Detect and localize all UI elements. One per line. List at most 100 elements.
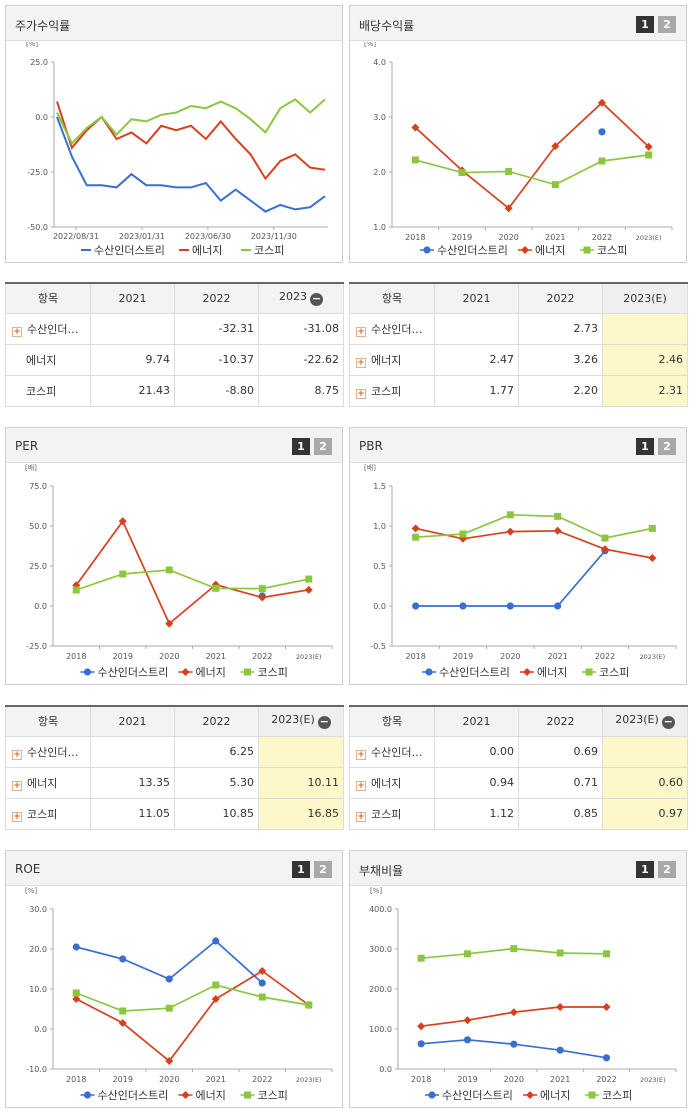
column-header-label: 2023(E) <box>271 713 315 727</box>
row-label-text: 코스피 <box>26 384 57 398</box>
x-tick-label: 2018 <box>411 1075 431 1084</box>
unit-label: [%] <box>25 887 37 895</box>
legend-label: 에너지 <box>537 666 567 679</box>
chart-button-2[interactable]: 2 <box>658 438 676 455</box>
y-tick-label: 30.0 <box>29 905 47 914</box>
column-header: 항목 <box>5 282 91 314</box>
y-tick-label: -50.0 <box>27 223 48 232</box>
legend-label: 코스피 <box>599 666 629 679</box>
x-tick-label: 2022 <box>596 1075 616 1084</box>
per-panel: PER 1 2 [배] 75.0 50.0 25.0 0.0 -25.0 2018 2019 2… <box>5 427 343 685</box>
chart-toggle: 1 2 <box>292 438 332 455</box>
chart-button-2[interactable]: 2 <box>658 16 676 33</box>
table-cell: -22.62 <box>258 343 344 376</box>
column-header: 항목 <box>349 705 435 737</box>
dividend-yield-chart: [%] 4.0 3.0 2.0 1.0 2018 2019 2020 2021 2022 2023(… <box>364 42 673 257</box>
data-point <box>459 530 467 538</box>
per-table: 항목 2021 2022 2023(E) − + 수산인더… 6.25 + 에너지 13.35 5.3… <box>5 705 344 830</box>
chart-button-1[interactable]: 1 <box>292 861 310 878</box>
data-point <box>602 1003 611 1011</box>
column-header: 2023(E) − <box>258 705 344 737</box>
expand-icon[interactable]: + <box>12 326 22 337</box>
data-point <box>244 668 251 676</box>
table-cell: -10.37 <box>174 343 259 376</box>
data-point <box>602 1054 611 1062</box>
table-cell: 11.05 <box>90 797 175 830</box>
debt-ratio-chart: [%] 400.0 300.0 200.0 100.0 0.0 2018 2019 2020 20… <box>369 887 677 1102</box>
table-cell <box>90 312 175 345</box>
row-label-text: 에너지 <box>371 353 402 367</box>
expand-icon[interactable]: + <box>12 811 22 822</box>
chart-toggle: 1 2 <box>636 861 676 878</box>
expand-icon[interactable]: + <box>356 326 366 337</box>
pbr-table: 항목 2021 2022 2023(E) − + 수산인더… 0.00 0.69 + 에너지 0.94… <box>349 705 688 830</box>
x-tick-label: 2018 <box>66 1075 86 1084</box>
data-point <box>554 512 562 520</box>
expand-icon[interactable]: + <box>12 749 22 760</box>
chart-button-1[interactable]: 1 <box>636 861 654 878</box>
data-point <box>412 533 420 541</box>
expand-icon[interactable]: + <box>356 388 366 399</box>
legend-label: 코스피 <box>258 1089 288 1102</box>
chart-button-2[interactable]: 2 <box>658 861 676 878</box>
unit-label: [%] <box>364 42 376 48</box>
panel-header: 부채비율 1 2 <box>350 851 686 886</box>
collapse-icon[interactable]: − <box>317 715 331 730</box>
data-point <box>165 566 173 574</box>
table-row: + 에너지 13.35 5.30 10.11 <box>5 766 344 799</box>
expand-icon[interactable]: + <box>356 357 366 368</box>
chart-button-2[interactable]: 2 <box>314 438 332 455</box>
data-point <box>211 995 220 1003</box>
data-point <box>523 668 531 676</box>
table-cell: 5.30 <box>174 766 259 799</box>
table-cell: 0.71 <box>518 766 603 799</box>
table-row: + 코스피 1.77 2.20 2.31 <box>349 374 688 407</box>
data-point <box>258 593 267 602</box>
chart-button-1[interactable]: 1 <box>292 438 310 455</box>
collapse-icon[interactable]: − <box>661 715 675 730</box>
x-tick-label: 2023(E) <box>640 1076 666 1084</box>
column-header: 2022 <box>174 705 259 737</box>
y-tick-label: 50.0 <box>29 522 47 531</box>
column-header: 항목 <box>349 282 435 314</box>
expand-icon[interactable]: + <box>356 811 366 822</box>
table-cell: 0.00 <box>434 735 519 768</box>
legend-label: 수산인더스트리 <box>94 244 165 257</box>
table-cell <box>258 735 344 768</box>
collapse-icon[interactable]: − <box>310 292 323 307</box>
data-point <box>258 967 267 975</box>
chart-button-1[interactable]: 1 <box>636 16 654 33</box>
expand-icon[interactable]: + <box>356 780 366 791</box>
data-point <box>165 1004 173 1012</box>
data-point <box>509 1008 518 1017</box>
table-cell: 21.43 <box>90 374 175 407</box>
expand-icon[interactable]: + <box>356 749 366 760</box>
expand-icon[interactable]: + <box>12 780 22 791</box>
y-tick-label: 0.0 <box>373 602 386 611</box>
y-tick-label: 200.0 <box>369 985 392 994</box>
series-line <box>414 101 650 210</box>
y-tick-label: 0.0 <box>379 1065 392 1074</box>
panel-header: 주가수익률 <box>6 6 342 41</box>
table-header-row: 항목 2021 2022 2023− <box>5 282 344 314</box>
table-cell: 0.69 <box>518 735 603 768</box>
table-cell: 2.46 <box>602 343 688 376</box>
column-header-label: 2023 <box>279 290 307 304</box>
x-tick-label: 2019 <box>113 652 133 661</box>
data-point <box>428 1091 436 1099</box>
panel-header: PBR 1 2 <box>350 428 686 463</box>
row-label-text: 에너지 <box>26 353 57 367</box>
chart-button-1[interactable]: 1 <box>636 438 654 455</box>
x-tick-label: 2021 <box>545 233 565 242</box>
row-label: + 코스피 <box>349 797 435 830</box>
data-point <box>583 246 591 254</box>
y-tick-label: 1.0 <box>373 223 386 232</box>
panel-title: 부채비율 <box>359 864 404 878</box>
data-point <box>458 169 466 177</box>
row-label-text: 에너지 <box>371 776 402 790</box>
column-header-label: 2022 <box>202 714 231 728</box>
table-cell: 10.85 <box>174 797 259 830</box>
roe-panel: ROE 1 2 [%] 30.0 20.0 10.0 0.0 -10.0 2018 2019 2… <box>5 850 343 1108</box>
chart-button-2[interactable]: 2 <box>314 861 332 878</box>
panel-header: 배당수익률 1 2 <box>350 6 686 41</box>
